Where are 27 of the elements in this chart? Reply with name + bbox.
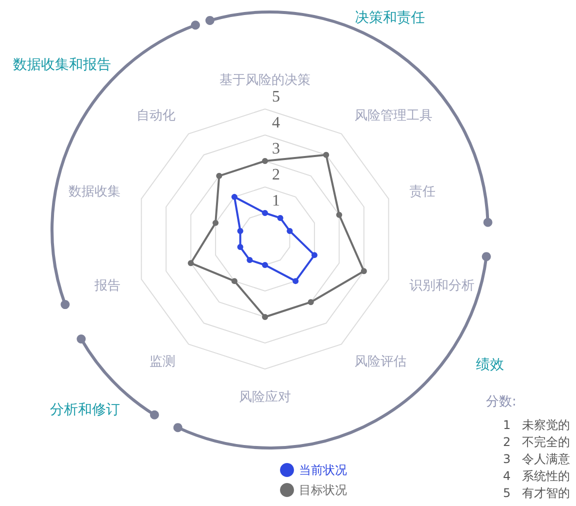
spoke-label: 报告	[93, 278, 120, 294]
text: 数据收集和报告	[13, 57, 111, 73]
text: 1 未察觉的	[503, 418, 570, 432]
y-tick-label: 4	[272, 114, 280, 132]
spoke-label: 监测	[150, 354, 176, 370]
y-tick-label: 1	[272, 192, 280, 210]
spoke-label: 风险应对	[239, 389, 291, 405]
text: 5 有才智的	[503, 486, 570, 500]
legend-label: 目标状况	[299, 483, 347, 497]
y-tick-label: 3	[272, 140, 280, 158]
text: 绩效	[476, 357, 504, 373]
text: 分析和修订	[50, 402, 120, 418]
spoke-label: 责任	[410, 184, 436, 200]
legend-label: 当前状况	[299, 463, 347, 477]
y-tick-label: 2	[272, 166, 280, 184]
text: 4 系统性的	[503, 469, 570, 483]
spoke-label: 基于风险的决策	[220, 73, 310, 88]
spoke-label: 识别和分析	[410, 278, 475, 294]
text: 3 令人满意	[503, 452, 570, 466]
y-tick-label: 5	[272, 88, 280, 106]
text: 决策和责任	[355, 10, 425, 26]
text: 2 不完全的	[503, 435, 570, 449]
spoke-label: 数据收集	[68, 184, 120, 200]
text: 分数:	[486, 394, 516, 410]
spoke-label: 自动化	[136, 108, 176, 124]
spoke-label: 风险评估	[354, 354, 406, 370]
spoke-label: 风险管理工具	[354, 108, 432, 124]
